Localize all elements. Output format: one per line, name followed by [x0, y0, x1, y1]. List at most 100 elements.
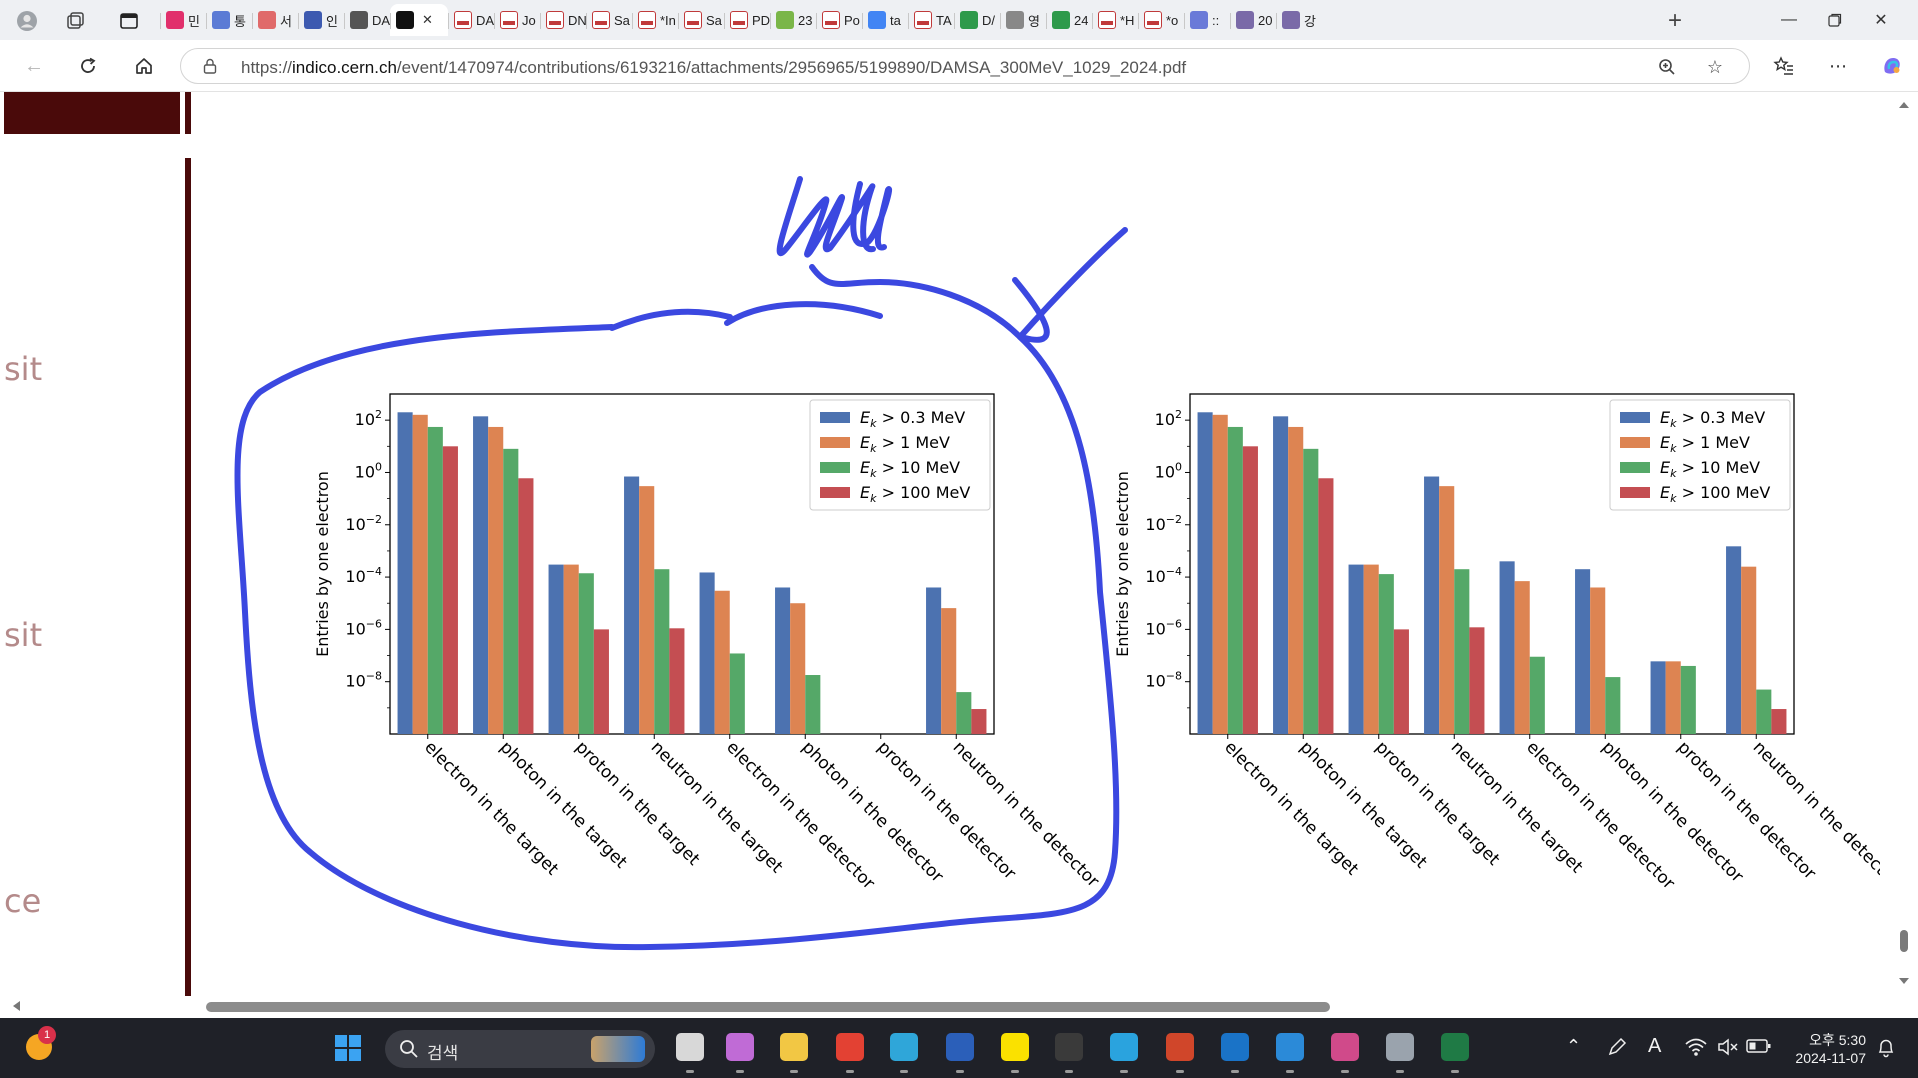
copilot-icon[interactable]	[726, 1033, 754, 1061]
bar	[1288, 426, 1304, 734]
address-bar[interactable]: https://indico.cern.ch/event/1470974/con…	[180, 48, 1750, 84]
tab-label: 강	[1304, 13, 1316, 29]
folder-icon[interactable]	[780, 1033, 808, 1061]
tab[interactable]: DN	[540, 4, 586, 36]
edge-icon[interactable]	[890, 1033, 918, 1061]
vertical-scrollbar[interactable]	[1894, 92, 1914, 1018]
pdf-icon	[1098, 11, 1116, 29]
tab-label: DA	[476, 12, 494, 28]
bar	[442, 446, 458, 734]
tab[interactable]: ::	[1184, 4, 1230, 36]
y-tick-label: 10−8	[1145, 670, 1182, 691]
profile-icon[interactable]	[16, 10, 38, 32]
new-tab-icon[interactable]: +	[1667, 7, 1682, 34]
bar	[790, 603, 806, 734]
x-tick-label: electron in the detector	[722, 737, 878, 893]
bar	[1469, 627, 1485, 734]
settings-icon[interactable]	[1386, 1033, 1414, 1061]
refresh-icon[interactable]	[74, 52, 102, 80]
pdf-icon	[730, 11, 748, 29]
tab[interactable]: 민	[160, 4, 206, 36]
chrome-icon[interactable]	[836, 1033, 864, 1061]
file-manager-icon[interactable]	[676, 1033, 704, 1061]
bar	[971, 709, 987, 734]
restore-icon[interactable]	[1812, 8, 1858, 32]
favorite-star-icon[interactable]: ☆	[1706, 56, 1724, 77]
snipping-icon[interactable]	[1331, 1033, 1359, 1061]
pen-icon[interactable]	[1606, 1036, 1628, 1058]
tab[interactable]: *In	[632, 4, 678, 36]
tab[interactable]: *o	[1138, 4, 1184, 36]
search-label: 검색	[427, 1044, 459, 1063]
taskbar-search[interactable]: 검색	[385, 1030, 655, 1068]
tab-active[interactable]: ✕	[390, 4, 448, 36]
excel-icon[interactable]	[1441, 1033, 1469, 1061]
input-method-icon[interactable]: A	[1648, 1035, 1662, 1057]
tab[interactable]: PD	[724, 4, 770, 36]
start-icon[interactable]	[334, 1034, 362, 1062]
outlook-icon[interactable]	[1221, 1033, 1249, 1061]
bar	[714, 590, 730, 734]
tab[interactable]: 영	[1000, 4, 1046, 36]
tab[interactable]: 인	[298, 4, 344, 36]
smiley-icon	[776, 11, 794, 29]
bar	[1650, 661, 1666, 734]
home-icon[interactable]	[130, 52, 158, 80]
copilot-icon[interactable]	[1878, 52, 1906, 80]
chevron-up-icon[interactable]: ⌃	[1566, 1036, 1582, 1056]
tab[interactable]: Sa	[586, 4, 632, 36]
favorites-icon[interactable]	[1770, 52, 1798, 80]
battery-icon[interactable]	[1746, 1038, 1772, 1054]
bar	[1197, 412, 1213, 734]
tab[interactable]: D/	[954, 4, 1000, 36]
tab-label: *o	[1166, 12, 1179, 28]
url-text[interactable]: https://indico.cern.ch/event/1470974/con…	[241, 58, 1187, 77]
tab[interactable]: 강	[1276, 4, 1322, 36]
tab[interactable]: DA	[448, 4, 494, 36]
tab[interactable]: ta	[862, 4, 908, 36]
close-tab-icon[interactable]: ✕	[422, 12, 433, 27]
tab-label: Po	[844, 12, 860, 28]
tab[interactable]: TA	[908, 4, 954, 36]
more-options-icon[interactable]: ⋯	[1829, 55, 1847, 76]
running-indicator	[1011, 1070, 1019, 1073]
tab[interactable]: DA	[344, 4, 390, 36]
telegram-icon[interactable]	[1110, 1033, 1138, 1061]
tab[interactable]: 서	[252, 4, 298, 36]
volume-muted-icon[interactable]	[1716, 1036, 1740, 1058]
powerpoint-icon[interactable]	[1166, 1033, 1194, 1061]
tab[interactable]: Jo	[494, 4, 540, 36]
tab[interactable]: 통	[206, 4, 252, 36]
tab[interactable]: Sa	[678, 4, 724, 36]
lock-icon[interactable]	[203, 58, 217, 74]
wifi-icon[interactable]	[1684, 1036, 1708, 1058]
tab[interactable]: 24	[1046, 4, 1092, 36]
bar	[412, 414, 428, 734]
back-icon[interactable]: ←	[24, 54, 44, 77]
tab[interactable]: 20	[1230, 4, 1276, 36]
word-icon[interactable]	[946, 1033, 974, 1061]
clock-date[interactable]: 2024-11-07	[1795, 1050, 1866, 1066]
bar	[654, 569, 670, 734]
x-tick-label: electron in the detector	[1522, 737, 1678, 893]
tab-label: ::	[1212, 12, 1220, 28]
x-tick-label: neutron in the target	[1447, 737, 1587, 877]
tab-label: DA	[372, 12, 390, 28]
workspaces-icon[interactable]	[64, 10, 86, 32]
zoom-icon[interactable]	[1655, 55, 1679, 79]
search-highlight-icon	[591, 1036, 645, 1062]
notification-bell-icon[interactable]	[1876, 1038, 1896, 1058]
terminal-icon[interactable]	[1055, 1033, 1083, 1061]
vertical-tabs-icon[interactable]	[118, 10, 140, 32]
close-window-icon[interactable]: ✕	[1874, 12, 1888, 29]
tab[interactable]: Po	[816, 4, 862, 36]
clock-time[interactable]: 오후 5:30	[1809, 1032, 1866, 1048]
minimize-icon[interactable]: —	[1781, 11, 1797, 28]
tab[interactable]: 23	[770, 4, 816, 36]
bar	[1665, 661, 1681, 734]
x-tick-label: photon in the detector	[798, 737, 947, 886]
kakaotalk-icon[interactable]	[1001, 1033, 1029, 1061]
tab[interactable]: *H	[1092, 4, 1138, 36]
horizontal-scrollbar[interactable]	[0, 996, 1894, 1016]
vscode-icon[interactable]	[1276, 1033, 1304, 1061]
